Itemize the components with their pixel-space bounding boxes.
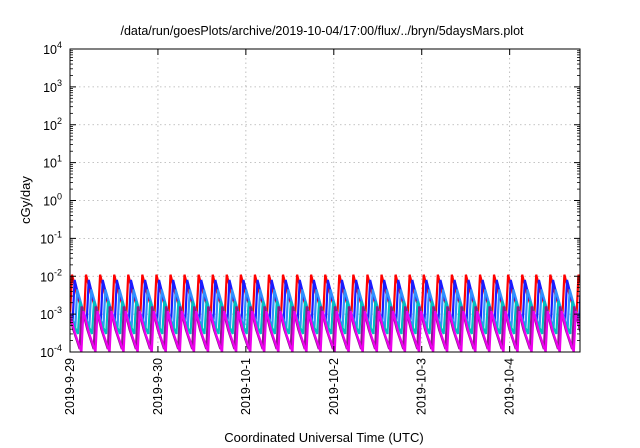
plot-area: [70, 274, 580, 352]
x-axis-label: Coordinated Universal Time (UTC): [224, 430, 423, 445]
x-tick-label: 2019-10-2: [327, 358, 341, 415]
x-tick-label: 2019-9-30: [151, 358, 165, 415]
series-line-6: [70, 310, 580, 352]
x-tick-label: 2019-10-3: [415, 358, 429, 415]
x-axis: 2019-9-29 2019-9-30 2019-10-1 2019-10-2 2019…: [63, 49, 517, 415]
x-tick-label: 2019-9-29: [63, 358, 77, 415]
x-tick-label: 2019-10-1: [239, 358, 253, 415]
series-layer: [70, 274, 580, 352]
x-tick-label: 2019-10-4: [503, 358, 517, 415]
chart-title: /data/run/goesPlots/archive/2019-10-04/1…: [120, 24, 524, 38]
y-axis-label: cGy/day: [18, 176, 33, 224]
